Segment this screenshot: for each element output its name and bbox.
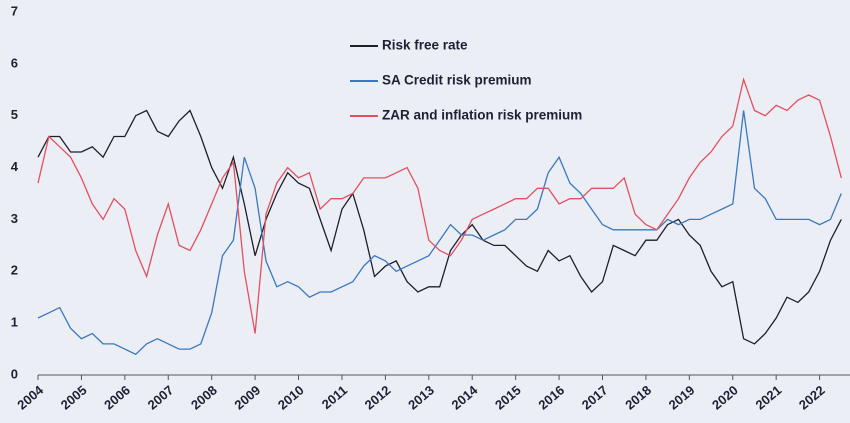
y-tick-label: 0 xyxy=(11,366,18,381)
series-line xyxy=(37,77,842,334)
x-tick-label: 2011 xyxy=(319,382,350,412)
x-tick-label: 2005 xyxy=(58,382,90,412)
x-tick-label: 2022 xyxy=(796,382,828,412)
y-tick-label: 3 xyxy=(11,211,18,226)
legend-label: SA Credit risk premium xyxy=(382,73,532,88)
x-tick-label: 2014 xyxy=(449,382,481,413)
x-tick-label: 2019 xyxy=(666,382,698,412)
y-tick-label: 1 xyxy=(11,315,18,330)
x-tick-label: 2017 xyxy=(579,382,611,412)
x-tick-label: 2009 xyxy=(231,382,263,412)
y-tick-label: 6 xyxy=(11,55,18,70)
y-tick-label: 4 xyxy=(11,159,19,174)
x-tick-label: 2010 xyxy=(275,382,307,412)
x-tick-label: 2018 xyxy=(622,382,654,412)
x-tick-label: 2012 xyxy=(362,382,394,412)
legend-label: ZAR and inflation risk premium xyxy=(382,108,582,123)
series-line xyxy=(37,109,842,345)
x-tick-label: 2013 xyxy=(405,382,437,412)
legend-label: Risk free rate xyxy=(382,38,468,53)
x-tick-label: 2021 xyxy=(753,382,785,412)
y-tick-label: 5 xyxy=(11,107,18,122)
y-tick-label: 7 xyxy=(11,3,18,18)
x-tick-label: 2004 xyxy=(14,382,46,413)
x-tick-label: 2008 xyxy=(188,382,220,412)
y-tick-label: 2 xyxy=(11,263,18,278)
x-tick-label: 2015 xyxy=(492,382,524,412)
x-tick-label: 2007 xyxy=(145,382,177,412)
series-line xyxy=(37,110,842,356)
x-tick-label: 2006 xyxy=(101,382,133,412)
x-tick-label: 2020 xyxy=(709,382,741,412)
x-tick-label: 2016 xyxy=(535,382,567,412)
